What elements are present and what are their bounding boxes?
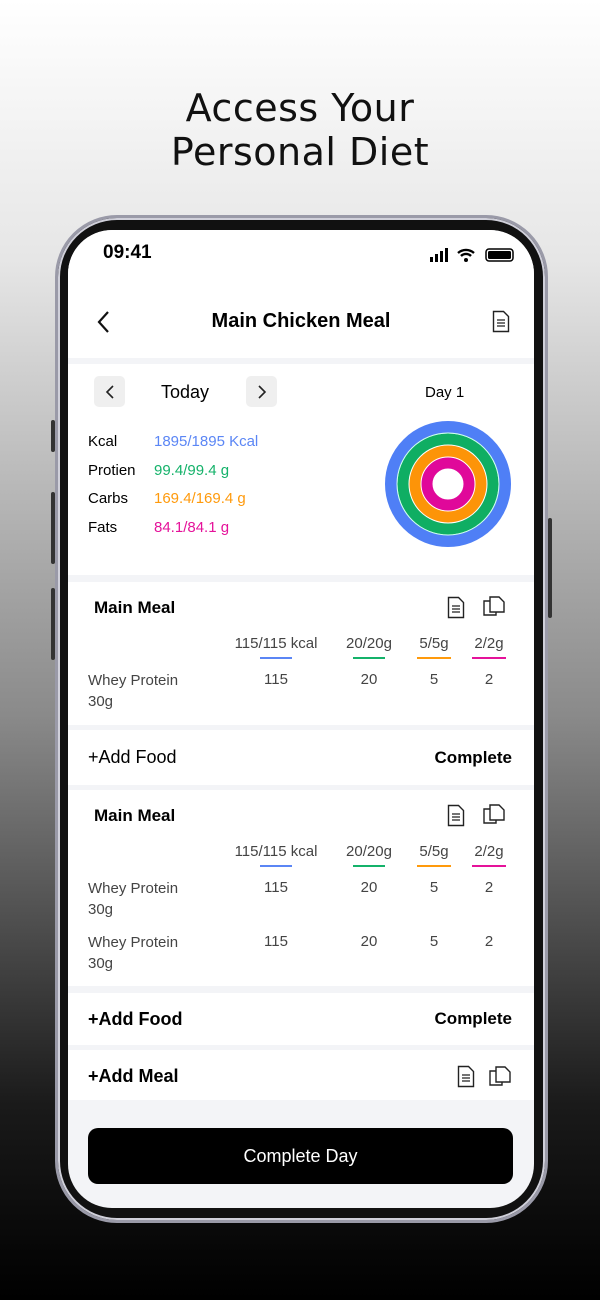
- macro-value: 169.4/169.4 g: [154, 490, 246, 507]
- day-label: Day 1: [425, 384, 465, 401]
- meal-actions-row: [68, 993, 534, 1045]
- copy-icon[interactable]: [482, 595, 506, 617]
- meal-total: 115/115 kcal: [234, 843, 318, 860]
- complete-meal-button[interactable]: Complete: [434, 748, 512, 767]
- complete-day-button[interactable]: Complete Day: [88, 1128, 513, 1184]
- food-value: 5: [429, 671, 439, 688]
- document-icon[interactable]: [457, 1065, 475, 1088]
- app-screen: 09:41 Main Chicken Meal Today Day 1 Kcal…: [68, 230, 534, 1208]
- food-value: 20: [360, 879, 378, 896]
- document-icon[interactable]: [447, 804, 465, 827]
- meal-title: Main Meal: [94, 806, 176, 825]
- copy-icon[interactable]: [488, 1065, 512, 1087]
- document-icon[interactable]: [447, 596, 465, 619]
- date-label: Today: [161, 382, 210, 402]
- meal-total: 2/2g: [474, 635, 504, 652]
- prev-day-button[interactable]: [94, 376, 125, 407]
- macro-value: 84.1/84.1 g: [154, 518, 230, 536]
- macro-label: Protien: [88, 461, 136, 479]
- ring-fats: [421, 457, 475, 511]
- food-value: 5: [429, 933, 439, 950]
- ring-carbs: [409, 445, 487, 523]
- meal-actions-row: [68, 730, 534, 785]
- food-value: 2: [484, 671, 494, 688]
- macro-value: 99.4/99.4 g: [154, 461, 230, 479]
- macro-value: 1895/1895 Kcal: [154, 433, 259, 450]
- food-item[interactable]: Whey Protein 30g: [88, 672, 179, 710]
- ring-protein: [397, 433, 499, 535]
- food-value: 115: [264, 879, 288, 896]
- add-food-button[interactable]: +Add Food: [88, 747, 177, 767]
- food-value: 20: [360, 933, 378, 950]
- document-icon[interactable]: [492, 310, 510, 333]
- food-value: 2: [484, 933, 494, 950]
- complete-meal-button[interactable]: Complete: [434, 1009, 512, 1028]
- meal-total: 2/2g: [474, 843, 504, 860]
- page-title: Main Chicken Meal: [211, 310, 391, 332]
- food-item[interactable]: Whey Protein 30g: [88, 934, 179, 972]
- macro-label: Carbs: [88, 490, 129, 507]
- headline: Access Your Personal Diet: [170, 86, 430, 174]
- meal-card: [68, 790, 534, 986]
- ring-kcal: [385, 421, 511, 547]
- meal-total: 20/20g: [346, 843, 392, 860]
- meal-total: 20/20g: [346, 635, 392, 652]
- back-button[interactable]: [96, 310, 112, 334]
- meal-total: 5/5g: [419, 843, 449, 860]
- meal-total: 115/115 kcal: [234, 635, 318, 652]
- add-meal-row: [68, 1050, 534, 1100]
- add-food-button[interactable]: +Add Food: [88, 1009, 183, 1029]
- copy-icon[interactable]: [482, 803, 506, 825]
- meal-total: 5/5g: [419, 635, 449, 652]
- macro-rings-chart: [385, 421, 511, 547]
- macro-label: Fats: [88, 518, 118, 536]
- food-value: 20: [360, 671, 378, 688]
- food-value: 5: [429, 879, 439, 896]
- food-value: 115: [264, 933, 288, 950]
- food-value: 115: [264, 671, 288, 688]
- add-meal-button[interactable]: +Add Meal: [88, 1066, 179, 1086]
- status-time: 09:41: [103, 242, 152, 263]
- macro-label: Kcal: [88, 433, 118, 450]
- status-icons: [430, 248, 514, 262]
- meal-title: Main Meal: [94, 598, 176, 617]
- next-day-button[interactable]: [246, 376, 277, 407]
- food-value: 2: [484, 879, 494, 896]
- food-item[interactable]: Whey Protein 30g: [88, 880, 179, 918]
